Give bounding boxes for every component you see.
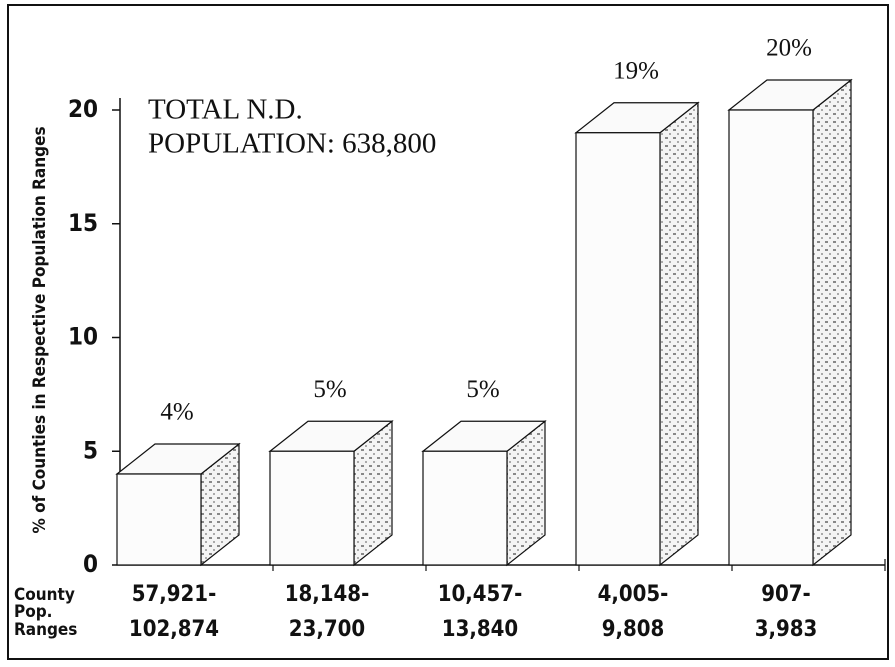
x-tick-label: 13,840 — [442, 617, 518, 642]
y-tick-label: 15 — [68, 209, 98, 237]
bar-side — [659, 101, 699, 567]
x-tick-label: 102,874 — [129, 617, 219, 642]
y-tick-label: 0 — [83, 550, 98, 578]
x-axis-label: Ranges — [14, 620, 77, 640]
value-label: 5% — [313, 376, 346, 403]
x-tick-label: 9,808 — [602, 617, 665, 642]
value-label: 19% — [613, 57, 659, 84]
y-tick-label: 20 — [68, 95, 98, 123]
annotation: TOTAL N.D. — [148, 94, 303, 126]
y-axis-label: % of Counties in Respective Population R… — [30, 126, 50, 533]
value-label: 5% — [466, 376, 499, 403]
bar-side — [812, 78, 852, 567]
x-tick-label: 3,983 — [755, 617, 818, 642]
bar — [575, 132, 661, 566]
bar — [116, 473, 202, 566]
x-axis-label: Pop. — [14, 602, 52, 622]
x-tick-label: 18,148- — [285, 582, 370, 607]
value-label: 4% — [160, 399, 193, 426]
y-tick-label: 10 — [68, 323, 98, 351]
x-tick-label: 10,457- — [438, 582, 523, 607]
bar — [269, 450, 355, 566]
x-tick-label: 23,700 — [289, 617, 365, 642]
x-tick-label: 907- — [761, 582, 811, 607]
x-tick-label: 4,005- — [598, 582, 669, 607]
x-tick-label: 57,921- — [132, 582, 217, 607]
annotation: POPULATION: 638,800 — [148, 128, 436, 160]
bar — [422, 450, 508, 566]
value-label: 20% — [766, 35, 812, 62]
bar — [728, 109, 814, 566]
x-axis-label: County — [14, 585, 75, 605]
frame — [7, 4, 889, 660]
y-tick-label: 5 — [83, 436, 98, 464]
